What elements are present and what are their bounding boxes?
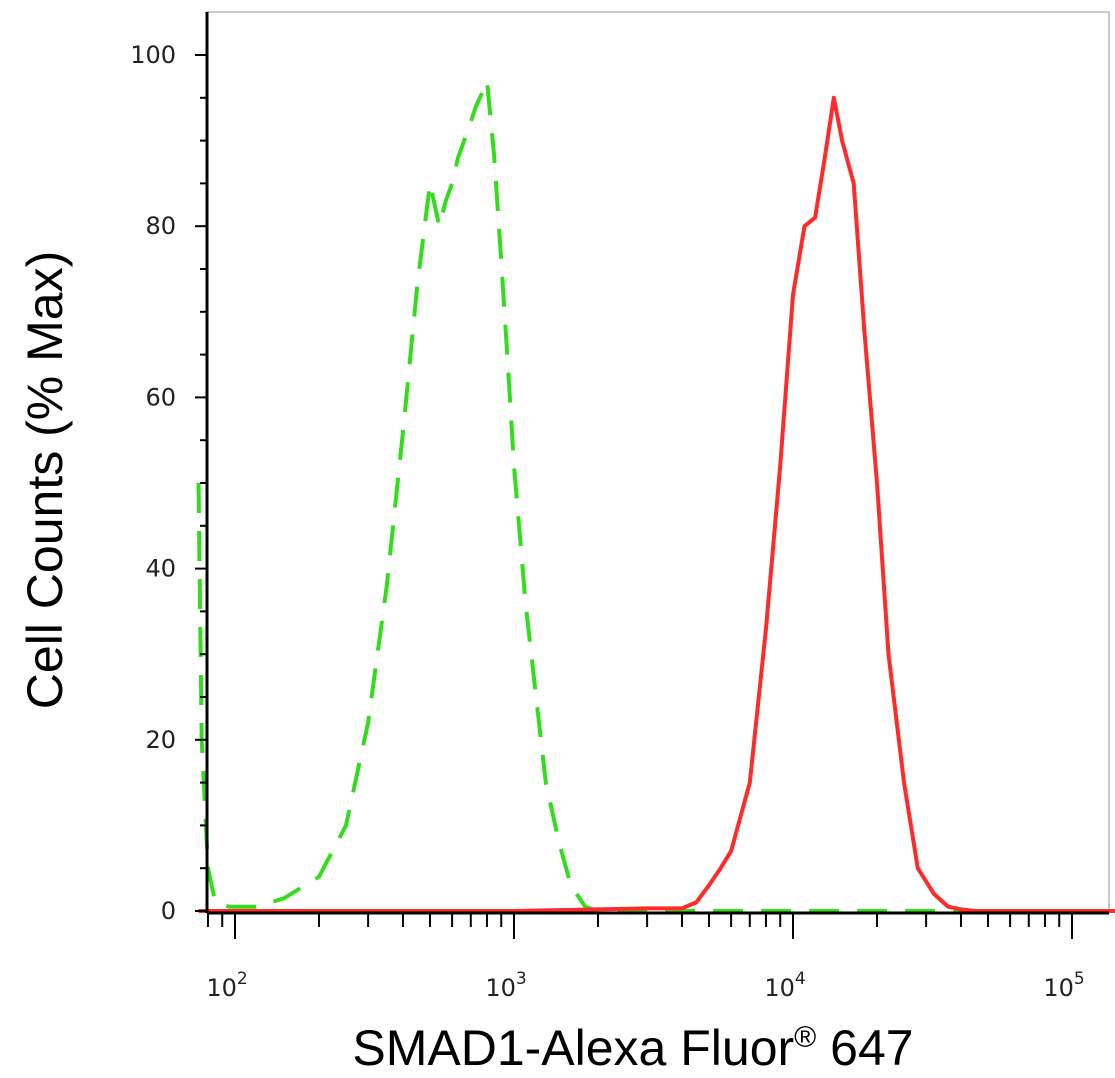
y-tick-label: 100 xyxy=(130,41,176,69)
y-tick-label: 60 xyxy=(145,383,176,411)
x-tick-label: 103 xyxy=(485,969,526,1002)
series-line-2 xyxy=(198,95,1115,913)
y-tick-label: 80 xyxy=(145,212,176,240)
axes-group: 0 20 40 60 80 100 102 103 104 105 xyxy=(130,12,1109,1002)
y-axis-title: Cell Counts (% Max) xyxy=(17,251,73,709)
x-tick-label: 105 xyxy=(1043,969,1084,1002)
x-axis-title: SMAD1-Alexa Fluor® 647 xyxy=(352,1020,913,1076)
y-tick-label: 20 xyxy=(145,726,176,754)
y-tick-label: 0 xyxy=(161,897,176,925)
x-tick-label: 104 xyxy=(764,969,805,1002)
series-group xyxy=(196,78,1115,913)
y-tick-label: 40 xyxy=(145,555,176,583)
x-tick-label: 102 xyxy=(206,969,247,1002)
